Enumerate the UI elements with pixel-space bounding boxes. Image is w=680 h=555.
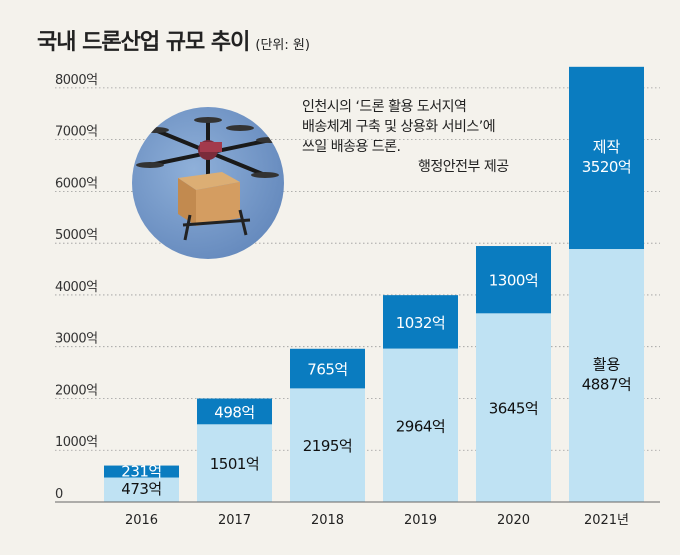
caption-line-2: 배송체계 구축 및 상용화 서비스’에: [302, 119, 496, 135]
title-text: 국내 드론산업 규모 추이: [37, 30, 250, 55]
y-tick-label: 4000억: [55, 280, 98, 295]
bar-manufacture: [476, 246, 551, 314]
bar-usage: [197, 424, 272, 502]
drone-photo: [132, 107, 284, 259]
x-tick-label: 2021년: [584, 513, 629, 528]
caption-line-1: 인천시의 ‘드론 활용 도서지역: [302, 99, 467, 115]
manufacture-value-label: 765억: [307, 361, 347, 379]
bar-manufacture: [290, 348, 365, 389]
y-tick-label: 5000억: [55, 228, 98, 243]
usage-value-label: 473억: [121, 480, 161, 498]
unit-label: (단위: 원): [255, 38, 310, 53]
chart-title: 국내 드론산업 규모 추이 (단위: 원): [37, 24, 310, 56]
bar-usage: [104, 477, 179, 502]
y-axis: 0 1000억 2000억 3000억 4000억 5000억 6000억 7000억 8000…: [55, 73, 98, 502]
bar-usage: [383, 348, 458, 502]
manufacture-value-label: 1032억: [396, 314, 445, 332]
bar-usage: [569, 249, 644, 502]
bars: [104, 66, 644, 502]
bar-manufacture: [569, 66, 644, 250]
x-axis: 2016 2017 2018 2019 2020 2021년: [55, 501, 660, 528]
caption-line-3: 쓰일 배송용 드론.: [302, 139, 401, 155]
usage-value-label: 2964억: [396, 417, 445, 435]
drone-icon: [136, 117, 284, 178]
y-tick-label: 6000억: [55, 176, 98, 191]
parcel-icon: [178, 172, 251, 241]
usage-value-label: 2195억: [303, 437, 352, 455]
manufacture-value-label: 498억: [214, 403, 254, 421]
y-tick-label: 1000억: [55, 435, 98, 450]
x-tick-label: 2018: [311, 513, 344, 528]
caption-credit: 행정안전부 제공: [418, 159, 509, 175]
bar-usage: [476, 313, 551, 502]
usage-value-label: 3645억: [489, 400, 538, 418]
bar-manufacture: [197, 398, 272, 425]
series-name-label: 활용: [593, 356, 621, 374]
manufacture-value-label: 1300억: [489, 272, 538, 290]
y-tick-label: 7000억: [55, 125, 98, 140]
y-tick-label: 0: [55, 487, 63, 502]
bar-usage: [290, 388, 365, 502]
y-tick-label: 2000억: [55, 383, 98, 398]
x-tick-label: 2020: [497, 513, 530, 528]
manufacture-value-label: 3520억: [582, 158, 631, 176]
bar-manufacture: [383, 295, 458, 349]
x-tick-label: 2017: [218, 513, 251, 528]
x-tick-label: 2016: [125, 513, 158, 528]
y-tick-label: 3000억: [55, 332, 98, 347]
x-tick-label: 2019: [404, 513, 437, 528]
y-tick-label: 8000억: [55, 73, 98, 88]
usage-value-label: 1501억: [210, 455, 259, 473]
manufacture-value-label: 231억: [121, 463, 161, 481]
usage-value-label: 4887억: [582, 376, 631, 394]
bar-manufacture: [104, 465, 179, 478]
series-name-label: 제작: [593, 138, 621, 156]
